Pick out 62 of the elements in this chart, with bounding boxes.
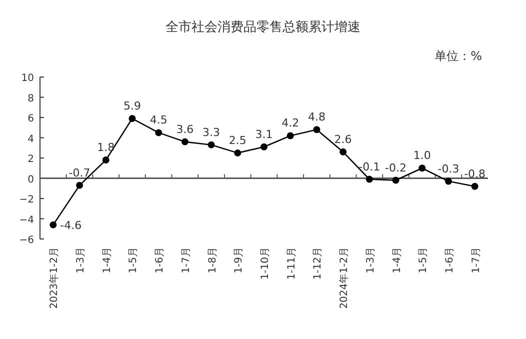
y-tick-label: 2 <box>28 154 34 165</box>
x-tick-label: 1-12月 <box>312 247 324 280</box>
text: -0.7 <box>68 166 90 180</box>
x-tick-label: 1-6月 <box>444 247 456 274</box>
text: -4.6 <box>60 218 82 232</box>
x-tick-label: 1-10月 <box>260 247 271 280</box>
point <box>418 164 426 172</box>
text: 2.6 <box>334 132 352 146</box>
y-tick-label: 4 <box>28 134 34 145</box>
text: 3.1 <box>255 128 273 141</box>
point <box>128 115 136 122</box>
x-tick-label: 1-5月 <box>128 247 140 274</box>
text: -0.8 <box>464 167 486 180</box>
x-tick-label: 1-7月 <box>470 247 482 274</box>
x-tick-label: 1-6月 <box>154 247 166 274</box>
point <box>155 129 162 136</box>
x-tick-label: 1-3月 <box>76 247 87 274</box>
text: -0.1 <box>358 160 380 174</box>
text: 3.3 <box>202 126 220 139</box>
x-tick-label: 2023年1-2月 <box>48 247 60 309</box>
point <box>208 141 215 148</box>
x-tick-label: 1-5月 <box>418 247 430 274</box>
point <box>444 178 452 185</box>
text: 1.0 <box>413 149 431 162</box>
text: 1.8 <box>97 141 115 154</box>
y-tick-label: 6 <box>28 114 34 124</box>
point <box>313 126 320 134</box>
x-tick-label: 1-4月 <box>392 247 403 274</box>
y-tick-label: −4 <box>19 214 34 226</box>
point <box>102 156 110 164</box>
point <box>260 143 268 150</box>
text: 4.8 <box>308 110 326 124</box>
text: 2.5 <box>228 134 246 147</box>
point <box>50 221 57 228</box>
y-tick-label: 10 <box>21 73 34 84</box>
point <box>76 182 84 189</box>
point <box>392 176 400 184</box>
x-tick-label: 1-7月 <box>180 247 192 274</box>
point <box>471 182 478 190</box>
point <box>234 149 242 156</box>
text: -0.2 <box>385 161 406 174</box>
y-tick-label: 0 <box>28 174 34 186</box>
x-tick-label: 2024年1-2月 <box>338 247 350 309</box>
text: 5.9 <box>123 100 141 113</box>
text: 4.5 <box>150 114 168 127</box>
point <box>366 176 373 183</box>
point <box>181 138 188 146</box>
text: 4.2 <box>282 116 300 130</box>
point <box>340 148 347 156</box>
y-tick-label: −6 <box>19 235 34 246</box>
y-tick-label: 8 <box>28 93 34 104</box>
point <box>286 132 294 140</box>
chart-title: 全市社会消费品零售总额累计增速 <box>166 20 360 35</box>
x-tick-label: 1-9月 <box>234 247 245 274</box>
x-tick-label: 1-11月 <box>286 247 298 280</box>
x-tick-label: 1-3月 <box>365 247 376 274</box>
text: 单位：% <box>434 49 482 63</box>
y-tick-label: −2 <box>19 194 34 206</box>
x-tick-label: 1-8月 <box>207 247 218 274</box>
text: -0.3 <box>438 162 460 176</box>
text: 3.6 <box>176 122 194 136</box>
x-tick-label: 1-4月 <box>102 247 113 274</box>
